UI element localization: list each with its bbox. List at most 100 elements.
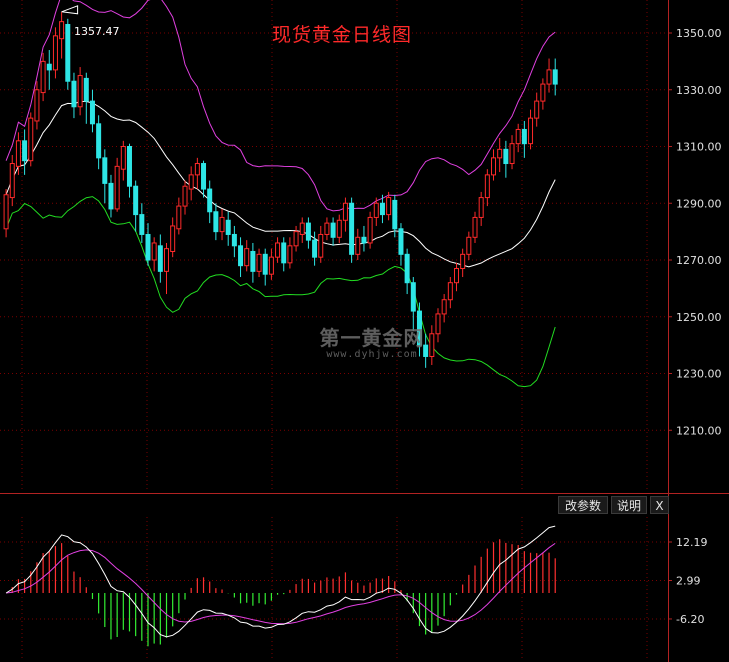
watermark-name: 第一黄金网 <box>319 326 425 350</box>
y-tick-label: 12.19 <box>676 536 708 549</box>
help-button[interactable]: 说明 <box>611 496 647 514</box>
candle-body-up <box>120 146 126 170</box>
candle-body-up <box>373 202 379 218</box>
candle-body-down <box>83 77 89 102</box>
candle-body-up <box>484 174 490 199</box>
candle-body-down <box>126 146 132 187</box>
candle-body-up <box>497 148 503 159</box>
candle-body-up <box>491 157 497 176</box>
candle-body-down <box>108 182 114 210</box>
candle-body-down <box>312 239 318 258</box>
candle-body-down <box>416 310 422 346</box>
candle-body-up <box>268 256 274 275</box>
site-watermark: 第一黄金网 www.dyhjw.com <box>312 322 432 360</box>
candle-body-down <box>404 253 410 284</box>
candle-body-up <box>256 253 262 272</box>
candle-body-up <box>466 236 472 255</box>
candle-body-up <box>275 242 281 258</box>
candle-body-up <box>472 216 478 238</box>
candle-body-down <box>96 123 102 159</box>
y-tick-label: -6.20 <box>676 613 704 626</box>
candle-body-up <box>447 282 453 301</box>
candle-body-up <box>453 268 459 284</box>
candle-body-down <box>22 140 28 162</box>
y-tick-label: 1210.00 <box>676 424 722 437</box>
candle-body-up <box>318 233 324 258</box>
close-indicator-button[interactable]: X <box>650 496 669 514</box>
candle-body-down <box>262 253 268 275</box>
y-tick-label: 1330.00 <box>676 84 722 97</box>
y-tick-label: 1350.00 <box>676 27 722 40</box>
candle-body-up <box>244 248 250 267</box>
candle-body-up <box>15 140 21 167</box>
candle-body-down <box>349 202 355 255</box>
candle-body-up <box>114 165 120 210</box>
y-tick-label: 1290.00 <box>676 197 722 210</box>
bollinger-bands <box>5 0 556 388</box>
candle-body-down <box>379 202 385 216</box>
candle-body-down <box>552 69 558 85</box>
candle-body-up <box>170 225 176 252</box>
candle-body-up <box>367 216 373 244</box>
candle-body-up <box>28 117 34 162</box>
candles <box>3 5 558 368</box>
candle-body-down <box>330 222 336 238</box>
candle-body-up <box>528 117 534 145</box>
y-tick-label: 1310.00 <box>676 141 722 154</box>
candle-body-down <box>89 100 95 125</box>
candle-body-up <box>435 313 441 335</box>
candle-body-up <box>151 242 157 261</box>
candle-body-down <box>133 185 139 216</box>
candle-body-up <box>52 35 58 71</box>
candle-body-up <box>182 185 188 207</box>
candle-body-down <box>503 148 509 165</box>
candle-body-up <box>509 143 515 165</box>
candle-body-up <box>40 60 46 94</box>
high-price-label: 1357.47 <box>74 25 120 38</box>
candle-body-up <box>219 216 225 233</box>
candle-body-up <box>460 253 466 270</box>
macd-dif-line <box>5 525 556 638</box>
candle-body-up <box>540 83 546 102</box>
candle-body-up <box>188 174 194 190</box>
candle-body-up <box>77 75 83 108</box>
candle-body-up <box>342 202 348 221</box>
high-marker-arrow <box>61 5 79 15</box>
candle-body-down <box>145 233 151 261</box>
candle-body-up <box>429 333 435 357</box>
candle-body-up <box>34 89 40 122</box>
candle-body-up <box>441 299 447 315</box>
candle-body-down <box>207 188 213 213</box>
candle-body-down <box>65 23 71 82</box>
candle-body-up <box>324 222 330 235</box>
candle-body-up <box>287 245 293 264</box>
macd-lines <box>5 525 556 638</box>
y-tick-label: 1270.00 <box>676 254 722 267</box>
candle-body-up <box>176 205 182 230</box>
candle-body-down <box>521 128 527 145</box>
candle-body-down <box>201 163 207 190</box>
y-tick-label: 2.99 <box>676 575 701 588</box>
candle-body-down <box>281 242 287 264</box>
macd-histogram <box>11 539 556 647</box>
candle-body-down <box>238 245 244 267</box>
candle-body-down <box>423 344 429 357</box>
candle-body-up <box>9 163 15 199</box>
candle-body-up <box>546 69 552 85</box>
candle-body-up <box>355 236 361 255</box>
candle-body-up <box>194 163 200 176</box>
candle-body-up <box>478 197 484 218</box>
watermark-url: www.dyhjw.com <box>326 349 418 360</box>
candle-body-down <box>46 63 52 71</box>
candle-body-up <box>386 197 392 216</box>
candle-body-up <box>293 231 299 247</box>
candle-body-up <box>515 128 521 145</box>
edit-params-button[interactable]: 改参数 <box>558 496 608 514</box>
y-tick-label: 1250.00 <box>676 311 722 324</box>
candle-body-up <box>3 194 9 230</box>
candle-body-down <box>305 222 311 241</box>
candle-body-down <box>102 157 108 184</box>
candle-body-down <box>250 250 256 272</box>
